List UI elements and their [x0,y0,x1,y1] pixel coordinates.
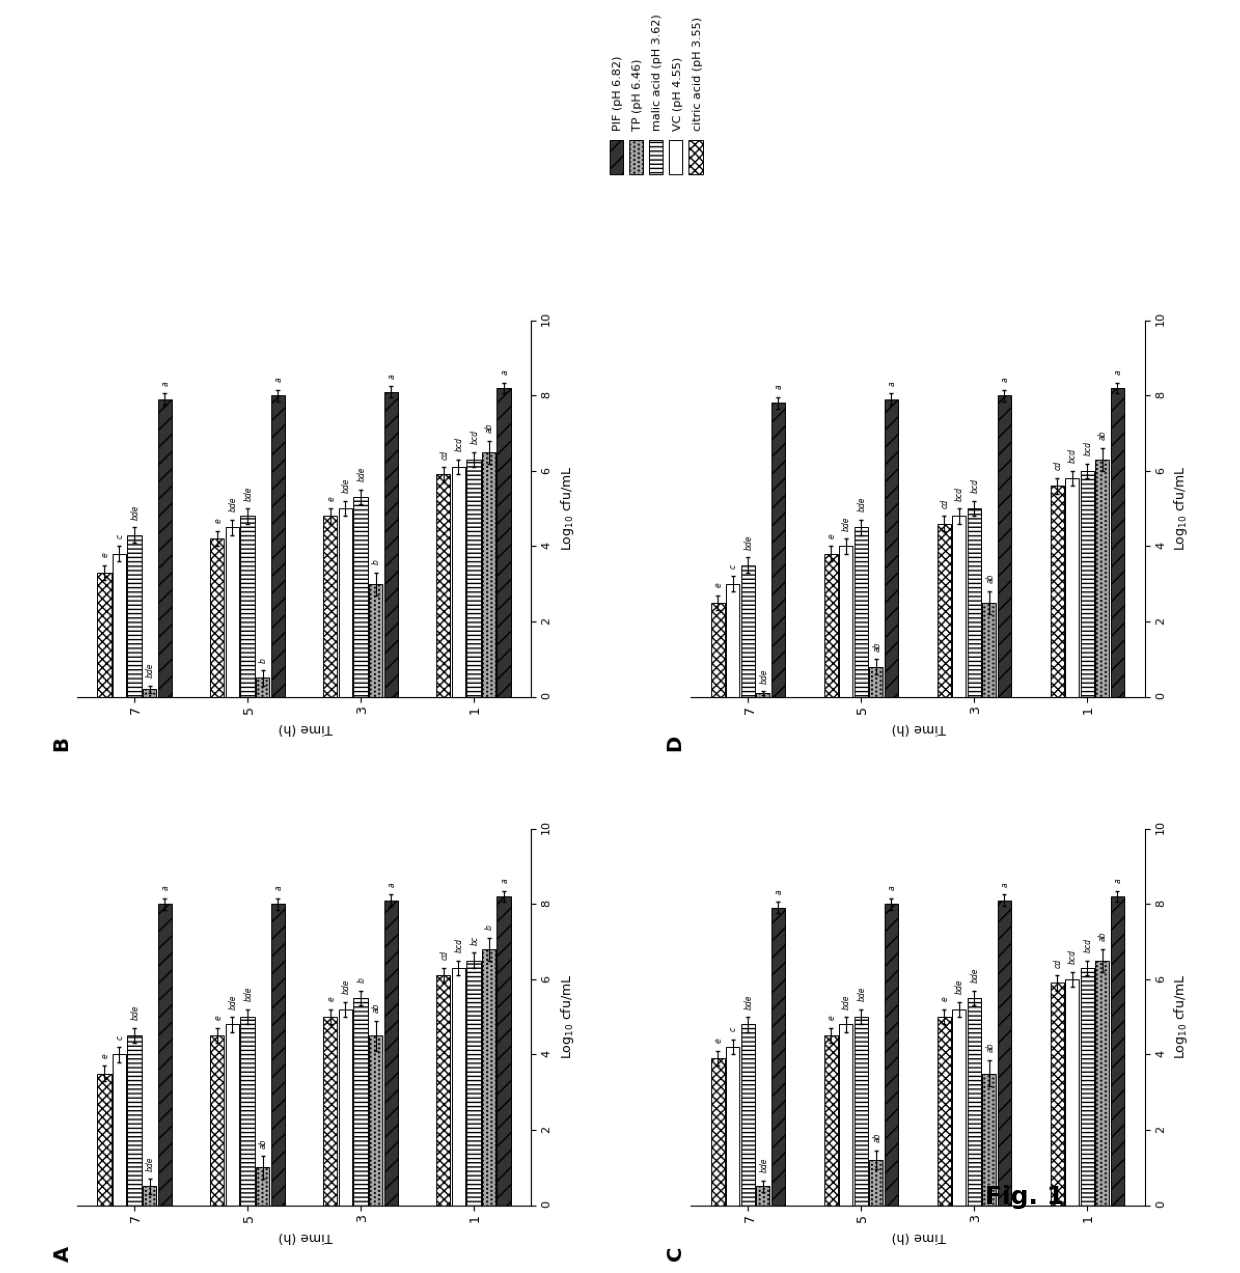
Text: Fig. 1: Fig. 1 [986,1185,1064,1209]
